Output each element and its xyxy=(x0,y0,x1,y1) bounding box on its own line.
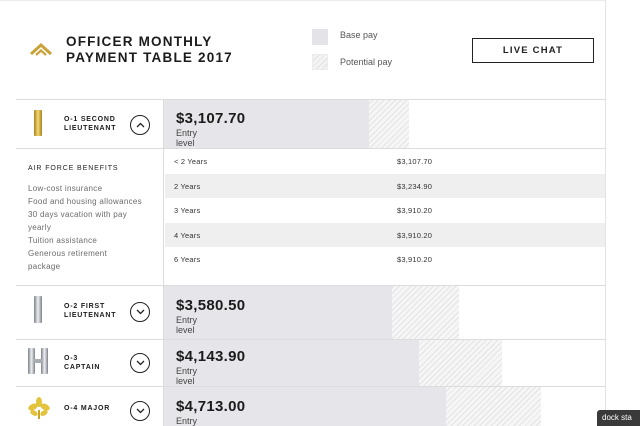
benefit-item: 30 days vacation with pay xyxy=(28,210,128,219)
rank-name-line-1: O-4 MAJOR xyxy=(64,405,111,412)
rank-detail-o1: AIR FORCE BENEFITS Low-cost insurance Fo… xyxy=(16,148,605,285)
table-row: 4 Years $3,910.20 xyxy=(165,222,605,247)
page-right-border xyxy=(605,0,606,426)
legend-base-pay: Base pay xyxy=(312,29,462,47)
pay-amount-o3: $4,143.90 xyxy=(176,348,246,365)
benefit-item: Food and housing allowances xyxy=(28,197,142,206)
rank-name-line-1: O-2 FIRST xyxy=(64,303,106,310)
benefit-item: package xyxy=(28,262,61,271)
base-pay-bar xyxy=(164,286,392,339)
table-cell-years: 6 Years xyxy=(174,255,201,264)
chevron-down-icon xyxy=(136,408,144,414)
rank-info-o3: O-3 CAPTAIN xyxy=(16,340,164,386)
table-cell-pay: $3,234.90 xyxy=(397,181,433,191)
potential-pay-swatch xyxy=(312,54,328,70)
silver-bar-icon xyxy=(34,296,42,323)
rank-name-o1: O-1 SECOND LIEUTENANT xyxy=(64,115,130,133)
rank-row-o3: O-3 CAPTAIN $4,143.90 Entry level xyxy=(16,339,605,386)
table-cell-years: 2 Years xyxy=(174,181,201,191)
dock-status-tab[interactable]: dock sta xyxy=(597,410,640,426)
chevron-up-icon xyxy=(136,122,144,128)
potential-pay-bar xyxy=(392,286,459,339)
pay-label-o1: Entry level xyxy=(176,128,198,148)
base-pay-bar xyxy=(164,387,446,426)
top-divider xyxy=(0,0,605,1)
title-line-2: PAYMENT TABLE 2017 xyxy=(66,50,233,65)
gold-oak-leaf-icon xyxy=(28,397,50,419)
base-pay-swatch xyxy=(312,29,328,45)
benefit-item: Tuition assistance xyxy=(28,236,98,245)
expand-toggle-o3[interactable] xyxy=(130,353,150,373)
rank-info-o2: O-2 FIRST LIEUTENANT xyxy=(16,286,164,339)
pay-label-o3: Entry level xyxy=(176,366,198,386)
rank-name-line-1: O-1 SECOND xyxy=(64,116,116,123)
legend-potential-pay: Potential pay xyxy=(312,54,462,72)
benefit-item: Generous retirement xyxy=(28,249,108,258)
rank-name-o2: O-2 FIRST LIEUTENANT xyxy=(64,302,130,320)
chevron-down-icon xyxy=(136,309,144,315)
chevron-down-icon xyxy=(136,360,144,366)
chevron-rank-icon xyxy=(30,42,52,56)
rank-row-o1: O-1 SECOND LIEUTENANT $3,107.70 Entry le… xyxy=(16,99,605,148)
expand-toggle-o4[interactable] xyxy=(130,401,150,421)
table-row: 2 Years $3,234.90 xyxy=(165,173,605,198)
potential-pay-bar xyxy=(446,387,541,426)
benefits-title: AIR FORCE BENEFITS xyxy=(28,165,119,172)
table-cell-pay: $3,107.70 xyxy=(397,157,433,166)
potential-pay-bar xyxy=(419,340,502,386)
pay-amount-o2: $3,580.50 xyxy=(176,297,246,314)
base-pay-label: Base pay xyxy=(340,30,378,40)
pay-label-o4: Entry level xyxy=(176,416,198,426)
pay-amount-o1: $3,107.70 xyxy=(176,110,246,127)
rank-info-o1: O-1 SECOND LIEUTENANT xyxy=(16,100,164,148)
expand-toggle-o2[interactable] xyxy=(130,302,150,322)
collapse-toggle-o1[interactable] xyxy=(130,115,150,135)
table-cell-pay: $3,910.20 xyxy=(397,230,433,240)
rank-name-line-2: LIEUTENANT xyxy=(64,125,117,132)
rank-name-o4: O-4 MAJOR xyxy=(64,404,130,413)
page-header: OFFICER MONTHLY PAYMENT TABLE 2017 Base … xyxy=(0,0,640,100)
pay-amount-o4: $4,713.00 xyxy=(176,398,246,415)
live-chat-button[interactable]: LIVE CHAT xyxy=(472,38,594,63)
table-cell-years: 3 Years xyxy=(174,206,201,215)
rank-row-o2: O-2 FIRST LIEUTENANT $3,580.50 Entry lev… xyxy=(16,285,605,339)
benefit-item: Low-cost insurance xyxy=(28,184,103,193)
table-cell-years: 4 Years xyxy=(174,230,201,240)
table-cell-years: < 2 Years xyxy=(174,157,208,166)
double-silver-bar-icon xyxy=(28,348,48,374)
gold-bar-icon xyxy=(34,110,42,136)
rank-name-line-2: LIEUTENANT xyxy=(64,312,117,319)
pay-label-o2: Entry level xyxy=(176,315,198,335)
table-cell-pay: $3,910.20 xyxy=(397,206,433,215)
table-row: < 2 Years $3,107.70 xyxy=(165,149,605,174)
potential-pay-bar xyxy=(369,100,409,148)
base-pay-bar xyxy=(164,100,369,148)
title-line-1: OFFICER MONTHLY xyxy=(66,34,213,49)
rank-name-line-1: O-3 xyxy=(64,355,79,362)
benefits-panel: AIR FORCE BENEFITS Low-cost insurance Fo… xyxy=(16,149,164,285)
rank-row-o4: O-4 MAJOR $4,713.00 Entry level xyxy=(16,386,605,426)
table-cell-pay: $3,910.20 xyxy=(397,255,433,264)
benefit-item: yearly xyxy=(28,223,52,232)
rank-info-o4: O-4 MAJOR xyxy=(16,387,164,426)
rank-name-o3: O-3 CAPTAIN xyxy=(64,354,130,372)
base-pay-bar xyxy=(164,340,419,386)
page-title: OFFICER MONTHLY PAYMENT TABLE 2017 xyxy=(66,34,266,66)
potential-pay-label: Potential pay xyxy=(340,57,393,67)
table-row: 6 Years $3,910.20 xyxy=(165,247,605,272)
pay-by-years-table: < 2 Years $3,107.70 2 Years $3,234.90 3 … xyxy=(165,149,605,272)
rank-name-line-2: CAPTAIN xyxy=(64,364,101,371)
benefits-list: Low-cost insurance Food and housing allo… xyxy=(28,182,168,273)
table-row: 3 Years $3,910.20 xyxy=(165,198,605,223)
